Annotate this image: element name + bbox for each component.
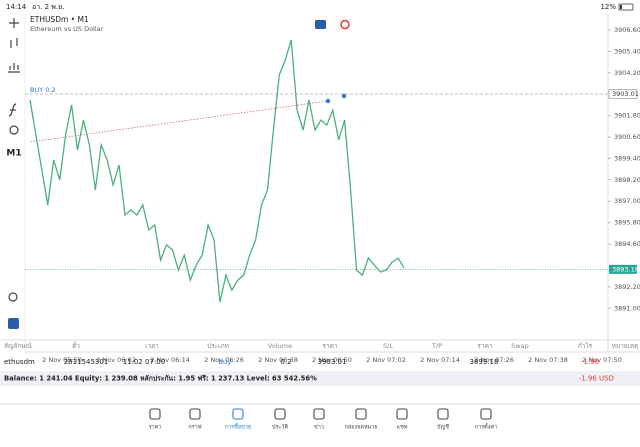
y-tick-label: 3901.80	[614, 112, 640, 120]
nav-label[interactable]: ประวัติ	[272, 424, 288, 431]
price-label: 3893.18	[612, 265, 639, 273]
nav-icon[interactable]	[355, 408, 367, 420]
toolbar: M1	[6, 18, 22, 329]
deal-marker	[325, 98, 331, 104]
y-tick-label: 3894.60	[614, 240, 640, 248]
column-header: กำไร	[578, 342, 593, 350]
nav-icon[interactable]	[149, 408, 161, 420]
table-cell[interactable]: 3893.18	[470, 358, 499, 366]
column-header: Volume	[268, 342, 292, 350]
settings-tool[interactable]	[8, 318, 19, 329]
function-tool[interactable]	[8, 103, 17, 117]
column-header: ราคา	[477, 342, 492, 350]
table-cell[interactable]: 2811545301	[64, 358, 109, 366]
x-tick-label: 2 Nov 06:50	[312, 356, 352, 364]
y-tick-label: 3891.00	[614, 304, 640, 312]
nav-icon[interactable]	[437, 408, 449, 420]
y-tick-label: 3904.20	[614, 69, 640, 77]
status-battery: 12%	[600, 3, 616, 11]
x-tick-label: 2 Nov 07:50	[582, 356, 622, 364]
indicator-tool[interactable]	[10, 38, 18, 48]
column-header: ประเภท	[207, 342, 229, 350]
table-cell[interactable]: ethusdm	[4, 358, 35, 366]
battery-level	[620, 5, 622, 9]
status-time: 14:14	[6, 3, 27, 11]
column-header: สัญลักษณ์	[4, 342, 32, 350]
y-tick-label: 3905.40	[614, 47, 640, 55]
order-label: BUY 0.2	[30, 86, 56, 94]
nav-label[interactable]: กราฟ	[188, 424, 201, 431]
status-date: อา. 2 พ.ย.	[32, 3, 64, 11]
y-tick-label: 3899.40	[614, 154, 640, 162]
y-tick-label: 3906.60	[614, 26, 640, 34]
table-cell[interactable]: 3903.01	[318, 358, 347, 366]
nav-label[interactable]: การซื้อขาย	[225, 423, 251, 431]
timeframe[interactable]: M1	[6, 149, 21, 159]
column-header: Swap	[511, 342, 529, 350]
x-tick-label: 2 Nov 06:02	[96, 356, 136, 364]
x-tick-label: 2 Nov 07:26	[474, 356, 514, 364]
nav-label[interactable]: แชท	[397, 424, 408, 431]
x-tick-label: 2 Nov 07:02	[366, 356, 406, 364]
column-header: S/L	[383, 342, 393, 350]
price-box	[609, 264, 637, 274]
one-click-button[interactable]	[315, 20, 326, 29]
table-cell[interactable]: 0.2	[280, 358, 291, 366]
nav-label[interactable]: กล่องจดหมาย	[344, 425, 377, 431]
nav-label[interactable]: การตั้งค่า	[475, 423, 497, 431]
table-cell[interactable]: 11.02 07:00	[123, 358, 165, 366]
column-header: T/P	[431, 342, 442, 350]
table-cell[interactable]: buy	[218, 358, 231, 366]
y-tick-label: 3897.00	[614, 197, 640, 205]
nav-icon[interactable]	[396, 408, 408, 420]
x-tick-label: 2 Nov 06:38	[258, 356, 298, 364]
crosshair-tool[interactable]	[9, 18, 19, 28]
balance-bar	[0, 371, 640, 386]
order-price-box	[608, 89, 638, 99]
bars-tool[interactable]	[8, 63, 20, 73]
column-header: ราคา	[322, 342, 337, 350]
x-tick-label: 2 Nov 05:50	[42, 356, 82, 364]
price-line-series	[29, 39, 405, 303]
nav-icon[interactable]	[313, 408, 325, 420]
y-tick-label: 3892.20	[614, 283, 640, 291]
y-tick-label: 3898.20	[614, 176, 640, 184]
column-header: ตั๋ว	[72, 341, 80, 350]
battery-icon	[618, 3, 634, 11]
objects-tool[interactable]	[9, 125, 19, 135]
column-header: หมายเหตุ	[612, 342, 639, 350]
balance: Balance: 1 241.04 Equity: 1 239.08 หลักป…	[4, 375, 317, 383]
nav-icon[interactable]	[480, 408, 492, 420]
y-tick-label: 3895.80	[614, 219, 640, 227]
table-cell[interactable]: -1.96	[581, 358, 600, 366]
y-tick-label: 3900.60	[614, 133, 640, 141]
deal-marker	[341, 93, 347, 99]
x-tick-label: 2 Nov 07:14	[420, 356, 460, 364]
x-tick-label: 2 Nov 06:26	[204, 356, 244, 364]
nav-icon[interactable]	[189, 408, 201, 420]
depth-button[interactable]	[340, 19, 350, 30]
chart-symbol: ETHUSDm • M1	[30, 15, 89, 24]
total-profit: -1.96 USD	[579, 375, 614, 383]
chart-description: Ethereum vs US Dollar	[30, 25, 104, 33]
x-tick-label: 2 Nov 06:14	[150, 356, 190, 364]
nav-icon[interactable]	[274, 408, 286, 420]
nav-label[interactable]: บัญชี	[437, 424, 449, 431]
nav-label[interactable]: ข่าว	[314, 425, 324, 431]
nav-icon[interactable]	[232, 408, 244, 420]
trade-line	[29, 100, 329, 143]
order-price-label: 3903.01	[612, 90, 639, 98]
x-tick-label: 2 Nov 07:38	[528, 356, 568, 364]
nav-label[interactable]: ราคา	[149, 425, 162, 431]
zoom-tool[interactable]	[8, 292, 18, 302]
column-header: เวลา	[145, 342, 159, 350]
